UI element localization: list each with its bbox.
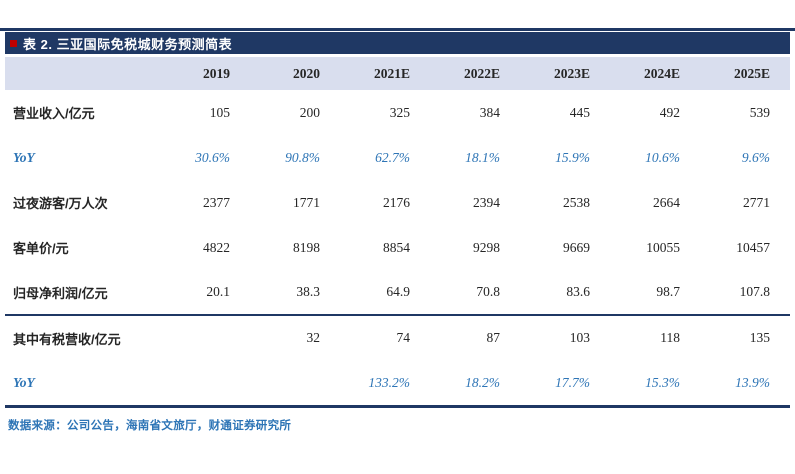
row-label-revenue: 营业收入/亿元 xyxy=(5,90,160,135)
table-cell: 83.6 xyxy=(520,270,610,315)
header-cell-2025e: 2025E xyxy=(700,57,790,90)
header-cell-2024e: 2024E xyxy=(610,57,700,90)
row-label-avg-ticket: 客单价/元 xyxy=(5,225,160,270)
table-cell: 200 xyxy=(250,90,340,135)
table-cell: 10.6% xyxy=(610,135,700,180)
table-cell: 38.3 xyxy=(250,270,340,315)
table-cell: 105 xyxy=(160,90,250,135)
table-cell: 2538 xyxy=(520,180,610,225)
table-cell: 9298 xyxy=(430,225,520,270)
table-cell: 2664 xyxy=(610,180,700,225)
table-title-bar: 表 2. 三亚国际免税城财务预测简表 xyxy=(5,32,790,54)
table-cell xyxy=(160,360,250,405)
table-cell: 10457 xyxy=(700,225,790,270)
row-overnight-visitors: 过夜游客/万人次 2377 1771 2176 2394 2538 2664 2… xyxy=(5,180,790,225)
table-cell: 9.6% xyxy=(700,135,790,180)
table-cell: 135 xyxy=(700,314,790,360)
table-cell: 2377 xyxy=(160,180,250,225)
header-cell-2022e: 2022E xyxy=(430,57,520,90)
table-cell: 492 xyxy=(610,90,700,135)
table-cell: 18.1% xyxy=(430,135,520,180)
table-cell: 8198 xyxy=(250,225,340,270)
table-cell: 8854 xyxy=(340,225,430,270)
table-cell: 118 xyxy=(610,314,700,360)
table-cell: 107.8 xyxy=(700,270,790,315)
table-cell xyxy=(160,314,250,360)
forecast-table: 2019 2020 2021E 2022E 2023E 2024E 2025E … xyxy=(5,57,790,405)
table-cell: 9669 xyxy=(520,225,610,270)
row-label-taxable-revenue-yoy: YoY xyxy=(5,360,160,405)
table-cell: 133.2% xyxy=(340,360,430,405)
table-cell: 445 xyxy=(520,90,610,135)
row-label-net-profit: 归母净利润/亿元 xyxy=(5,270,160,315)
row-taxable-revenue-yoy: YoY 133.2% 18.2% 17.7% 15.3% 13.9% xyxy=(5,360,790,405)
top-divider-line xyxy=(0,28,795,31)
table-cell: 20.1 xyxy=(160,270,250,315)
table-cell: 98.7 xyxy=(610,270,700,315)
table-cell: 13.9% xyxy=(700,360,790,405)
table-cell: 74 xyxy=(340,314,430,360)
row-label-taxable-revenue: 其中有税营收/亿元 xyxy=(5,314,160,360)
header-row: 2019 2020 2021E 2022E 2023E 2024E 2025E xyxy=(5,57,790,90)
table-cell: 32 xyxy=(250,314,340,360)
header-cell-blank xyxy=(5,57,160,90)
header-cell-2019: 2019 xyxy=(160,57,250,90)
table-cell: 539 xyxy=(700,90,790,135)
row-revenue: 营业收入/亿元 105 200 325 384 445 492 539 xyxy=(5,90,790,135)
table-cell: 30.6% xyxy=(160,135,250,180)
table-cell: 64.9 xyxy=(340,270,430,315)
table-cell: 17.7% xyxy=(520,360,610,405)
row-label-overnight-visitors: 过夜游客/万人次 xyxy=(5,180,160,225)
table-cell: 62.7% xyxy=(340,135,430,180)
row-avg-ticket: 客单价/元 4822 8198 8854 9298 9669 10055 104… xyxy=(5,225,790,270)
header-cell-2021e: 2021E xyxy=(340,57,430,90)
row-revenue-yoy: YoY 30.6% 90.8% 62.7% 18.1% 15.9% 10.6% … xyxy=(5,135,790,180)
table-cell: 15.9% xyxy=(520,135,610,180)
row-net-profit: 归母净利润/亿元 20.1 38.3 64.9 70.8 83.6 98.7 1… xyxy=(5,270,790,315)
table-cell: 2176 xyxy=(340,180,430,225)
row-taxable-revenue: 其中有税营收/亿元 32 74 87 103 118 135 xyxy=(5,314,790,360)
table-cell: 70.8 xyxy=(430,270,520,315)
table-cell: 87 xyxy=(430,314,520,360)
header-cell-2020: 2020 xyxy=(250,57,340,90)
table-cell: 384 xyxy=(430,90,520,135)
header-cell-2023e: 2023E xyxy=(520,57,610,90)
table-cell: 2771 xyxy=(700,180,790,225)
table-cell xyxy=(250,360,340,405)
table-cell: 1771 xyxy=(250,180,340,225)
report-page: 表 2. 三亚国际免税城财务预测简表 2019 2020 2021E 2022E… xyxy=(0,28,795,474)
data-source-note: 数据来源：公司公告，海南省文旅厅，财通证券研究所 xyxy=(8,420,292,432)
table-cell: 325 xyxy=(340,90,430,135)
row-label-revenue-yoy: YoY xyxy=(5,135,160,180)
table-cell: 2394 xyxy=(430,180,520,225)
table-cell: 10055 xyxy=(610,225,700,270)
bottom-divider-line xyxy=(5,405,790,408)
table-cell: 90.8% xyxy=(250,135,340,180)
title-marker-icon xyxy=(10,39,17,47)
table-cell: 15.3% xyxy=(610,360,700,405)
table-title: 表 2. 三亚国际免税城财务预测简表 xyxy=(23,36,233,52)
table-cell: 18.2% xyxy=(430,360,520,405)
table-cell: 4822 xyxy=(160,225,250,270)
table-cell: 103 xyxy=(520,314,610,360)
